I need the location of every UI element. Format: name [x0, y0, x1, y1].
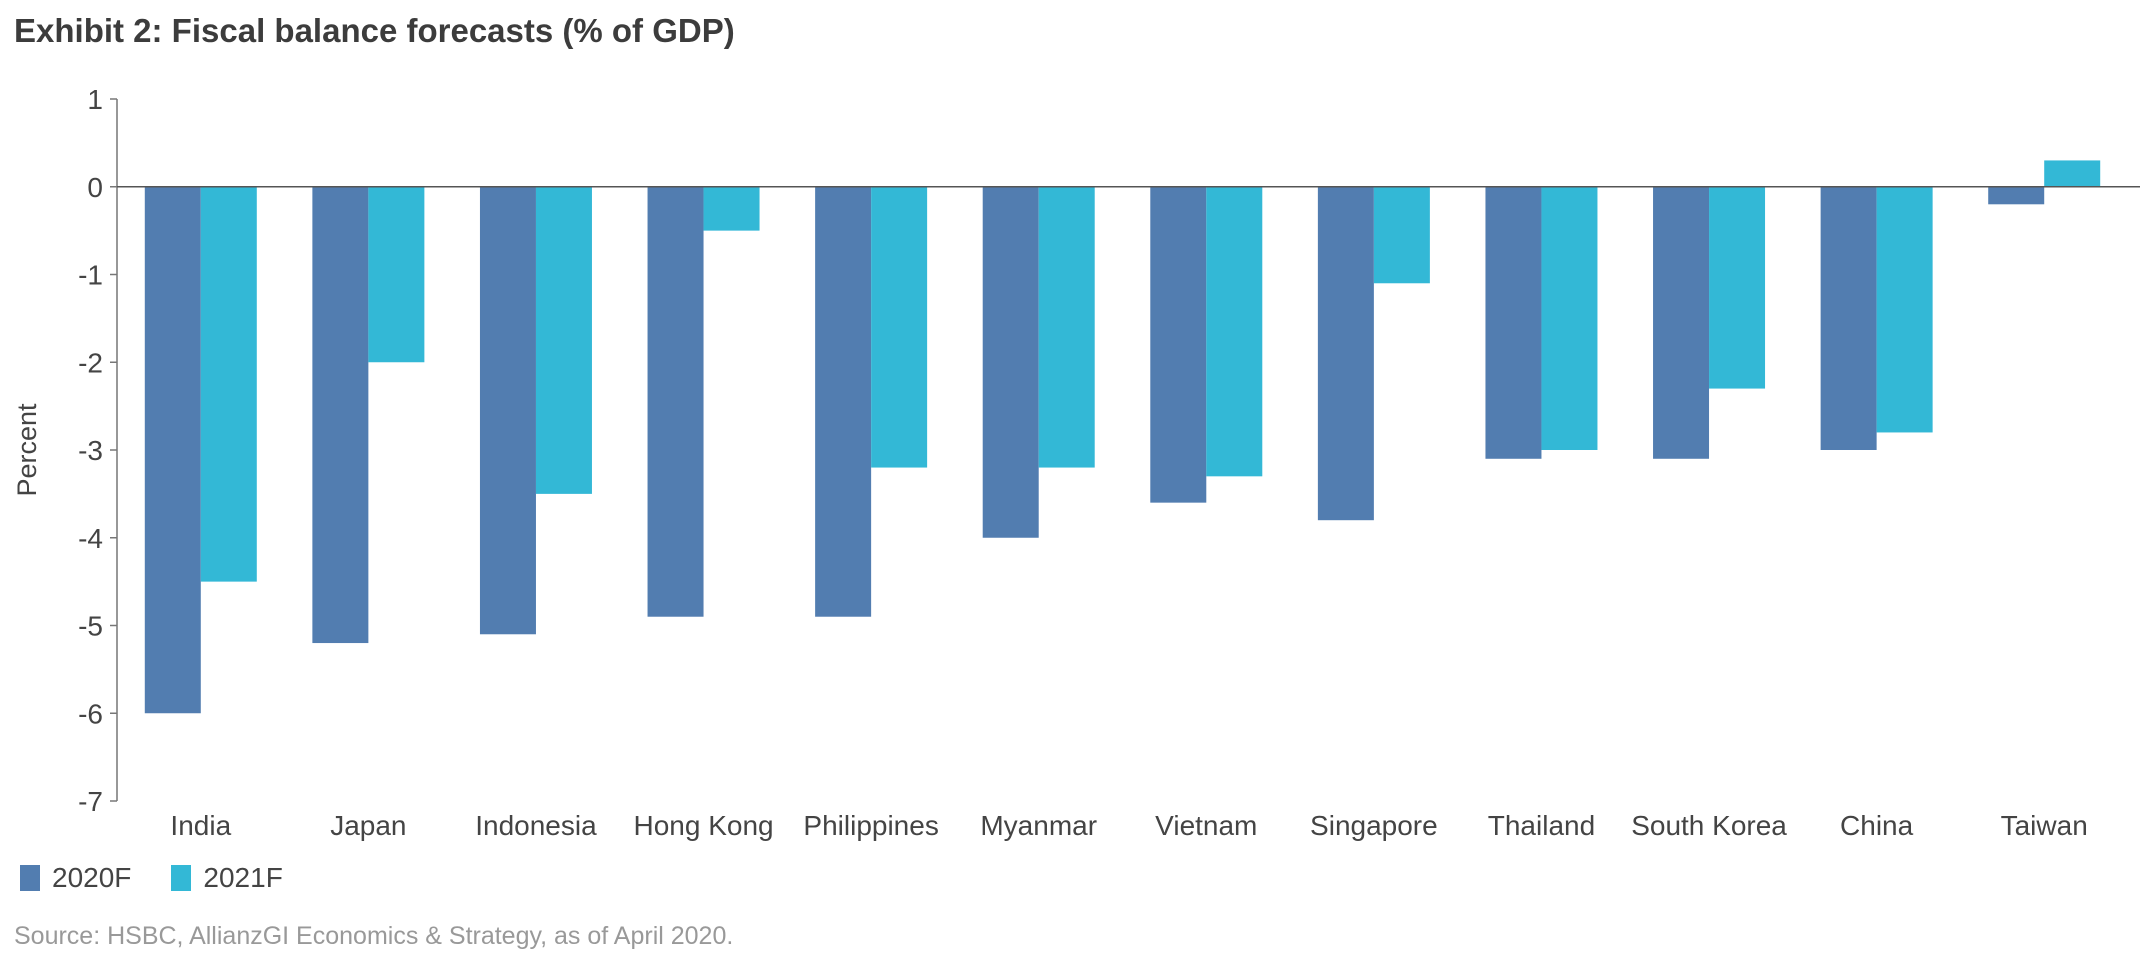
y-axis-label: Percent	[12, 403, 42, 497]
y-tick-label: -7	[78, 786, 103, 817]
bar-2020f-indonesia	[479, 186, 536, 635]
bar-2021f-vietnam	[1206, 186, 1263, 477]
x-tick-label: South Korea	[1631, 810, 1787, 841]
bar-2021f-japan	[368, 186, 425, 363]
y-tick-label: -2	[78, 347, 103, 378]
bar-2021f-indonesia	[535, 186, 592, 494]
bar-2020f-vietnam	[1150, 186, 1207, 503]
bar-2020f-japan	[312, 186, 369, 644]
bar-2020f-china	[1820, 186, 1877, 450]
bar-2021f-taiwan	[2044, 160, 2101, 187]
legend-item-2020f: 2020F	[20, 862, 131, 894]
bar-2021f-singapore	[1373, 186, 1430, 284]
legend-swatch-2020f	[20, 865, 40, 891]
x-tick-label: China	[1840, 810, 1914, 841]
x-tick-label: Singapore	[1310, 810, 1438, 841]
x-tick-label: Hong Kong	[633, 810, 773, 841]
chart-title: Exhibit 2: Fiscal balance forecasts (% o…	[14, 12, 735, 49]
legend-label-2020f: 2020F	[52, 862, 132, 893]
bar-2020f-hong-kong	[647, 186, 704, 617]
bar-2021f-south-korea	[1709, 186, 1766, 389]
bar-2021f-myanmar	[1038, 186, 1095, 468]
x-tick-label: Japan	[330, 810, 406, 841]
y-tick-label: -3	[78, 435, 103, 466]
legend-swatch-2021f	[171, 865, 192, 891]
x-tick-label: Indonesia	[475, 810, 597, 841]
bar-2021f-china	[1876, 186, 1933, 433]
y-tick-label: -4	[78, 523, 103, 554]
x-tick-label: Thailand	[1488, 810, 1595, 841]
bar-2020f-singapore	[1317, 186, 1374, 521]
bar-2021f-thailand	[1541, 186, 1598, 450]
x-tick-label: Taiwan	[2001, 810, 2088, 841]
bar-2021f-india	[200, 186, 257, 582]
y-tick-label: 0	[87, 172, 103, 203]
bar-2020f-south-korea	[1653, 186, 1710, 459]
bar-2021f-hong-kong	[703, 186, 760, 231]
bar-chart: 1 0 -1 -2 -3 -4 -5 -6 -7 India Japan Indonesia Hong …	[12, 84, 2140, 841]
y-tick-label: 1	[87, 84, 103, 115]
legend: 2020F 2021F	[20, 862, 283, 894]
y-tick-label: -1	[78, 260, 103, 291]
source-note: Source: HSBC, AllianzGI Economics & Stra…	[14, 922, 734, 950]
x-tick-label: India	[170, 810, 231, 841]
bar-2020f-philippines	[815, 186, 872, 617]
x-tick-label: Vietnam	[1155, 810, 1257, 841]
bar-2020f-taiwan	[1988, 186, 2045, 205]
y-tick-label: -5	[78, 611, 103, 642]
x-tick-label: Myanmar	[980, 810, 1097, 841]
legend-item-2021f: 2021F	[171, 862, 283, 894]
bar-2020f-myanmar	[982, 186, 1039, 538]
bar-2020f-thailand	[1485, 186, 1542, 459]
x-tick-label: Philippines	[803, 810, 938, 841]
bar-2021f-philippines	[871, 186, 928, 468]
y-tick-label: -6	[78, 698, 103, 729]
legend-label-2021f: 2021F	[203, 862, 283, 893]
bar-2020f-india	[144, 186, 201, 714]
